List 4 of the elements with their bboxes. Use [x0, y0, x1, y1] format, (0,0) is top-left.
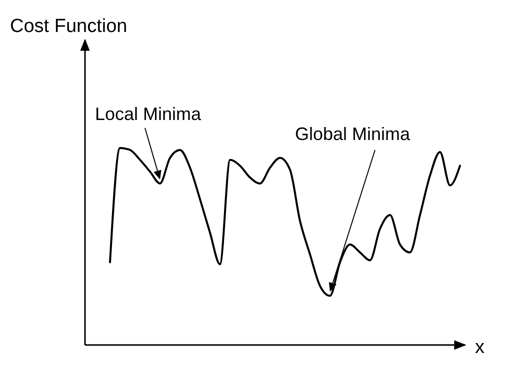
x-axis-title: x [475, 337, 485, 358]
text: Local Minima [95, 104, 202, 124]
text: Global Minima [295, 124, 412, 144]
text: Cost Function [10, 16, 128, 37]
